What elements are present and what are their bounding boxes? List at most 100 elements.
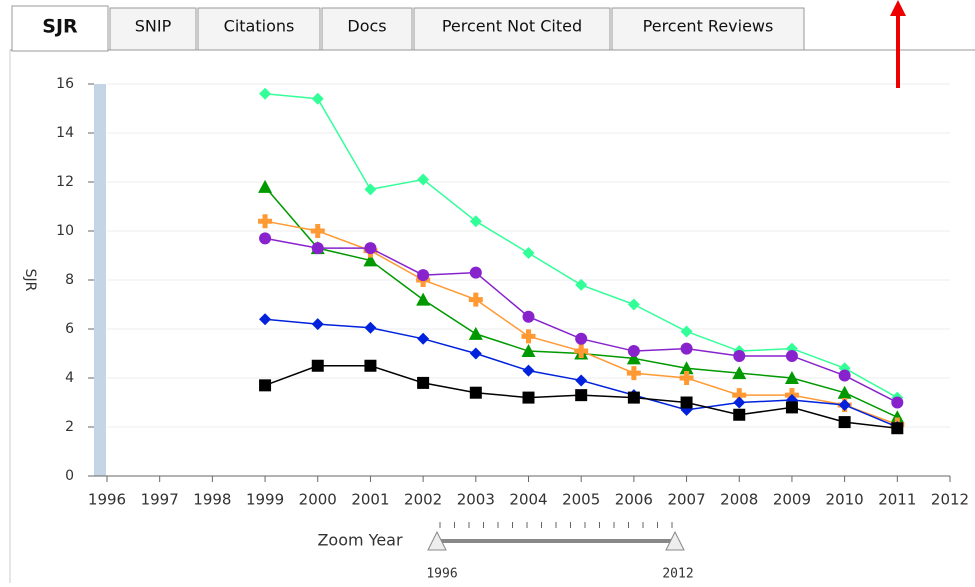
x-tick-label: 2007	[667, 491, 705, 509]
x-tick-label: 2010	[826, 491, 864, 509]
x-tick-label: 1996	[88, 491, 126, 509]
point	[310, 224, 325, 238]
y-tick-label: 0	[65, 468, 74, 484]
point	[469, 215, 482, 228]
x-tick-label: 2003	[457, 491, 495, 509]
point	[468, 326, 483, 340]
point	[468, 292, 483, 307]
point	[575, 278, 588, 291]
zoom-label: Zoom Year	[317, 531, 403, 550]
point	[680, 396, 693, 409]
point	[733, 408, 746, 421]
point	[784, 371, 799, 384]
tab-bar: SJR SNIP Citations Docs Percent Not Cited Per…	[11, 5, 805, 52]
point	[522, 364, 535, 377]
point	[838, 369, 851, 382]
point	[732, 366, 747, 380]
point	[521, 344, 536, 358]
y-tick-label: 16	[56, 76, 74, 92]
zoom-handle-start[interactable]	[427, 530, 447, 551]
x-tick-label: 2012	[931, 491, 969, 509]
y-tick-label: 10	[56, 223, 74, 239]
x-tick-label: 2004	[509, 491, 547, 509]
point	[785, 401, 798, 414]
point	[679, 361, 694, 375]
tab-label[interactable]: Percent Reviews	[643, 17, 774, 36]
tab[interactable]	[321, 7, 413, 51]
point	[311, 318, 324, 331]
point	[259, 379, 272, 392]
point	[838, 416, 851, 429]
point	[417, 173, 430, 186]
point	[891, 422, 904, 435]
tab-label[interactable]: Docs	[347, 17, 386, 36]
point	[363, 253, 378, 267]
point	[522, 247, 535, 260]
point	[575, 374, 588, 387]
point	[837, 385, 852, 399]
point	[311, 359, 324, 372]
x-tick-label: 1997	[141, 491, 179, 509]
point	[364, 321, 377, 334]
point	[417, 376, 430, 389]
y-tick-label: 6	[65, 321, 74, 337]
point	[575, 389, 588, 402]
tab[interactable]	[109, 7, 197, 51]
point	[575, 332, 588, 345]
x-tick-label: 2009	[773, 491, 811, 509]
point	[259, 87, 272, 100]
zoom-ticks	[439, 522, 673, 528]
zoom-end: 2012	[662, 567, 693, 582]
y-tick-label: 12	[56, 174, 74, 190]
plot: 0 2 4 6 8 10 12 14 16 1996 1997 1998 1999 2000 2001 200…	[56, 76, 969, 509]
point	[626, 351, 641, 365]
tab-label[interactable]: Percent Not Cited	[442, 17, 582, 36]
point	[733, 396, 746, 409]
point	[838, 398, 851, 411]
point	[364, 183, 377, 196]
point	[890, 410, 905, 424]
point	[259, 232, 272, 245]
y-axis-label: SJR	[22, 269, 38, 292]
x-tick-label: 1998	[193, 491, 231, 509]
tab[interactable]	[197, 7, 321, 51]
point	[680, 325, 693, 338]
point	[417, 332, 430, 345]
point	[626, 366, 641, 381]
tab[interactable]	[413, 7, 611, 51]
point	[258, 214, 273, 229]
point	[469, 347, 482, 360]
point	[680, 342, 693, 355]
point	[522, 310, 535, 323]
point	[469, 386, 482, 399]
tab[interactable]	[11, 5, 109, 52]
point	[679, 371, 694, 385]
zoom-handle-end[interactable]	[665, 530, 685, 551]
x-tick-label: 2008	[720, 491, 758, 509]
x-tick-label: 2005	[562, 491, 600, 509]
tab[interactable]	[611, 7, 805, 51]
point	[416, 292, 431, 306]
x-tick-label: 2006	[615, 491, 653, 509]
point	[733, 349, 746, 362]
point	[469, 266, 482, 279]
point	[311, 242, 324, 255]
x-tick-label: 2000	[299, 491, 337, 509]
x-tick-label: 1999	[246, 491, 284, 509]
y-tick-label: 8	[65, 272, 74, 288]
point	[574, 344, 589, 359]
zoom-start: 1996	[426, 567, 457, 582]
y-tick-label: 4	[65, 370, 74, 386]
axis-band	[94, 84, 106, 476]
tab-label[interactable]: SJR	[42, 16, 78, 38]
y-tick-label: 14	[56, 125, 74, 141]
tab-label[interactable]: Citations	[224, 17, 295, 36]
tab-label[interactable]: SNIP	[135, 17, 172, 36]
point	[258, 179, 273, 193]
point	[311, 92, 324, 105]
point	[627, 345, 640, 358]
arrow-head	[890, 0, 906, 16]
point	[522, 391, 535, 404]
point	[521, 329, 536, 344]
